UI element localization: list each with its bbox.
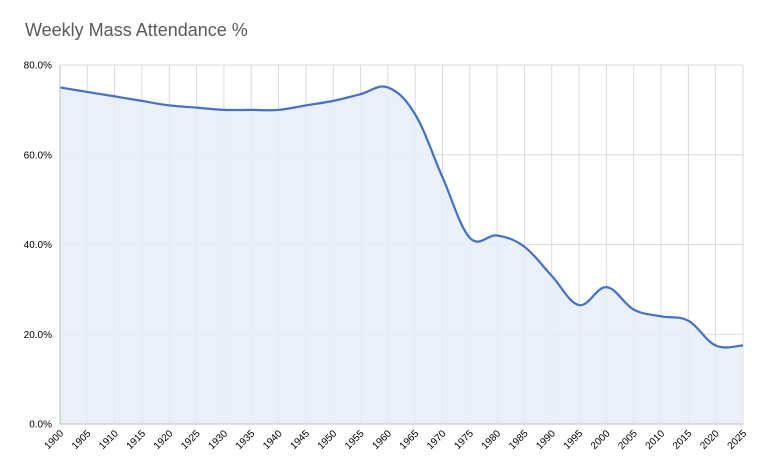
x-tick-label: 2025	[726, 428, 750, 452]
y-tick-label: 60.0%	[24, 150, 52, 161]
data-point	[250, 109, 252, 111]
x-tick-label: 2015	[671, 428, 695, 452]
data-point	[360, 93, 362, 95]
data-point	[633, 309, 635, 311]
axes	[59, 65, 743, 425]
y-tick-label: 40.0%	[24, 240, 52, 251]
data-point	[223, 109, 225, 111]
x-tick-label: 1915	[125, 428, 149, 452]
x-tick-label: 1930	[207, 428, 231, 452]
data-point	[168, 104, 170, 106]
x-tick-label: 1985	[507, 428, 531, 452]
y-tick-label: 80.0%	[24, 61, 52, 72]
data-point	[278, 109, 280, 111]
data-point	[578, 304, 580, 306]
data-point	[496, 235, 498, 237]
data-point	[141, 100, 143, 102]
x-tick-label: 1980	[480, 428, 504, 452]
x-tick-label: 1975	[452, 428, 476, 452]
data-point	[742, 344, 744, 346]
data-point	[332, 100, 334, 102]
data-point	[605, 286, 607, 288]
x-tick-label: 1990	[534, 428, 558, 452]
x-tick-label: 1925	[179, 428, 203, 452]
series-line	[59, 85, 744, 349]
data-point	[59, 86, 61, 88]
x-tick-label: 2000	[589, 428, 613, 452]
x-tick-label: 1955	[343, 428, 367, 452]
y-tick-label: 0.0%	[29, 420, 52, 431]
data-point	[441, 176, 443, 178]
data-point	[387, 86, 389, 88]
x-tick-label: 1940	[261, 428, 285, 452]
x-tick-label: 1960	[370, 428, 394, 452]
data-point	[551, 275, 553, 277]
x-tick-label: 2005	[616, 428, 640, 452]
data-point	[687, 320, 689, 322]
x-tick-label: 1905	[70, 428, 94, 452]
x-tick-label: 1995	[562, 428, 586, 452]
data-point	[196, 107, 198, 109]
x-tick-label: 1950	[316, 428, 340, 452]
x-tick-label: 1920	[152, 428, 176, 452]
x-tick-label: 1910	[97, 428, 121, 452]
data-point	[715, 344, 717, 346]
data-point	[523, 246, 525, 248]
data-point	[469, 237, 471, 239]
x-tick-label: 2020	[698, 428, 722, 452]
area-fill	[60, 86, 743, 424]
x-tick-label: 2010	[644, 428, 668, 452]
x-axis-tick-labels: 1900 1905 1910 1915 1920 1925 1930 1935 1940 1945…	[43, 428, 750, 452]
data-point	[86, 91, 88, 93]
data-point	[305, 104, 307, 106]
x-tick-label: 1970	[425, 428, 449, 452]
data-point	[660, 315, 662, 317]
x-tick-label: 1945	[288, 428, 312, 452]
y-tick-label: 20.0%	[24, 330, 52, 341]
x-tick-label: 1935	[234, 428, 258, 452]
data-point	[114, 95, 116, 97]
data-point	[414, 113, 416, 115]
x-tick-label: 1965	[398, 428, 422, 452]
x-tick-label: 1900	[43, 428, 67, 452]
chart-title: Weekly Mass Attendance %	[25, 20, 248, 40]
y-axis-tick-labels: 0.0% 20.0% 40.0% 60.0% 80.0%	[24, 61, 52, 431]
